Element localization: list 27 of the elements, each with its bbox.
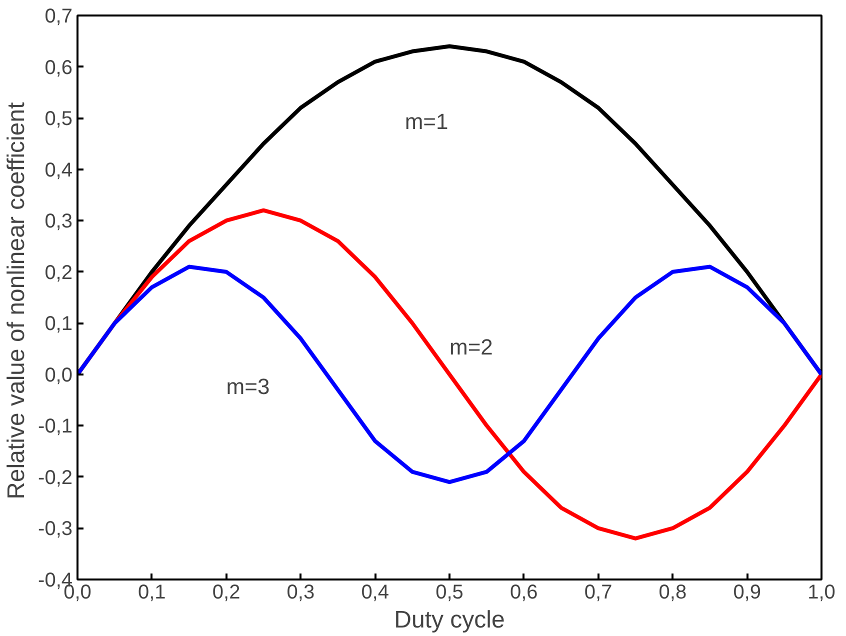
line-series <box>78 264 822 484</box>
x-tick-label: 0,2 <box>212 582 240 604</box>
y-tick-label: 0,5 <box>44 108 73 130</box>
y-tick-label: -0,2 <box>38 466 73 489</box>
x-tick-label: 0,9 <box>733 582 762 604</box>
x-tick-label: 0,8 <box>658 582 687 604</box>
x-tick-label: 0,6 <box>510 582 538 604</box>
text: m=1 <box>404 108 448 134</box>
y-axis-title: Relative value of nonlinear coefficient <box>3 102 30 500</box>
y-tick-label: 0,6 <box>44 56 73 79</box>
y-tick-label: 0,0 <box>44 364 73 386</box>
x-tick-label: 0,1 <box>138 582 166 604</box>
text: m=3 <box>226 374 270 400</box>
y-tick-label: 0,2 <box>44 262 73 284</box>
series-label: m=2 <box>450 334 493 360</box>
x-tick-label: 0,5 <box>436 582 464 604</box>
y-tick-label: -0,1 <box>38 416 73 438</box>
y-tick-label: 0,7 <box>44 6 73 28</box>
x-tick-label: 0,4 <box>361 582 390 604</box>
y-tick-label: 0,4 <box>44 159 73 182</box>
y-tick-label: 0,3 <box>44 210 73 233</box>
y-tick-label: -0,3 <box>38 518 73 540</box>
y-tick-label: 0,1 <box>44 313 73 336</box>
x-tick-label: 1,0 <box>808 582 836 604</box>
x-tick-label: 0,7 <box>584 582 612 604</box>
x-axis-title: Duty cycle <box>394 606 505 634</box>
x-tick-label: 0,3 <box>286 582 315 604</box>
